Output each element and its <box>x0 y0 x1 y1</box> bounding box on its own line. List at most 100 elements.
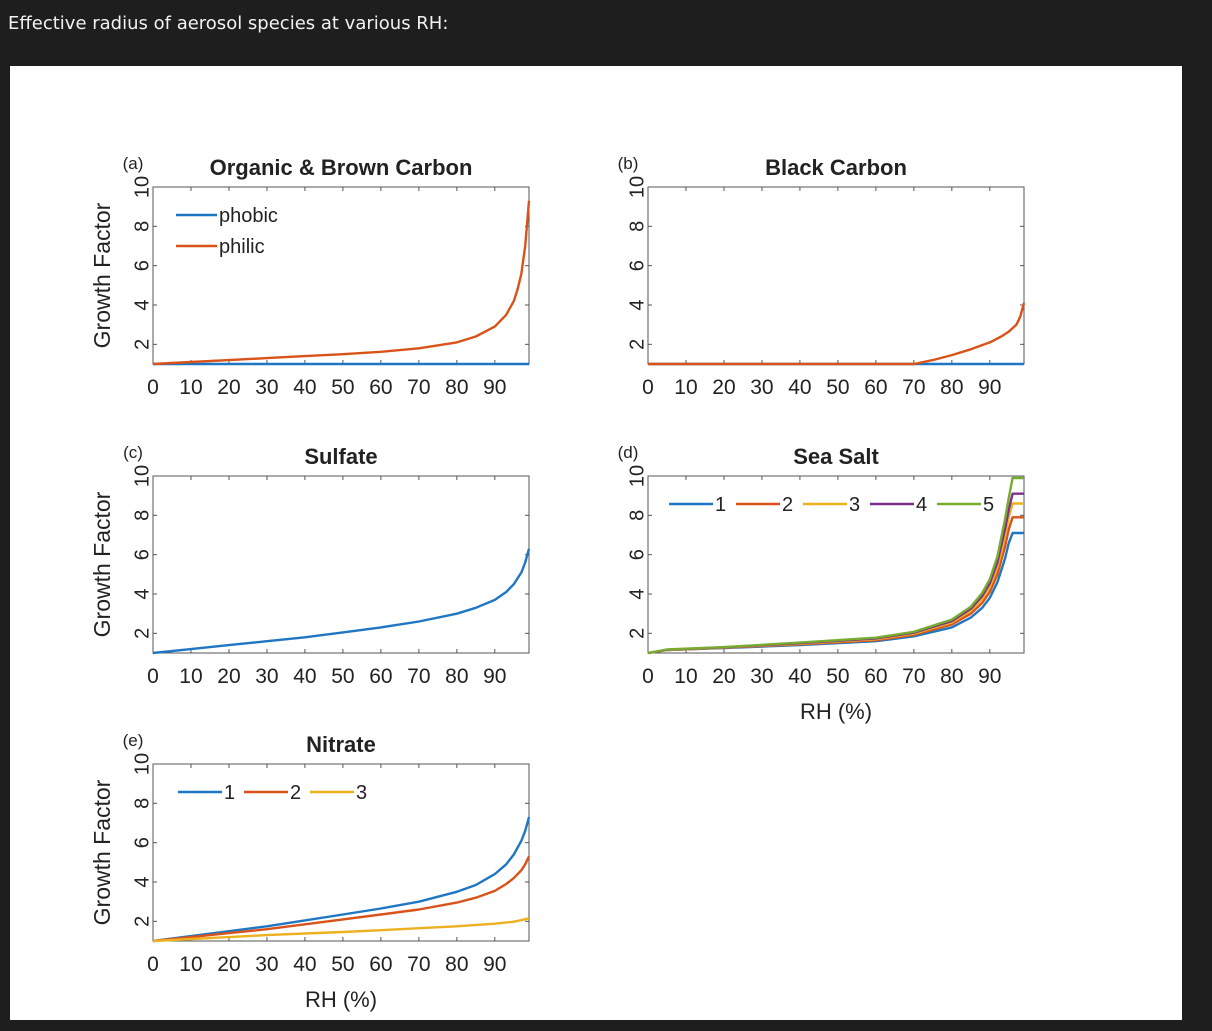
y-tick-label: 10 <box>626 176 648 198</box>
y-tick-label: 6 <box>626 549 648 560</box>
plot-frame <box>152 475 530 654</box>
x-tick-label: 70 <box>407 376 430 399</box>
x-tick-label: 50 <box>331 376 354 399</box>
x-tick-label: 0 <box>642 376 654 399</box>
series-line-2 <box>648 302 1026 366</box>
x-tick-label: 20 <box>712 376 735 399</box>
x-tick-label: 20 <box>217 953 240 976</box>
x-tick-label: 30 <box>750 376 773 399</box>
legend-label: phobic <box>219 205 278 227</box>
y-tick-label: 4 <box>131 876 153 887</box>
y-tick-label: 2 <box>131 339 153 350</box>
y-tick-label: 8 <box>131 798 153 809</box>
series-line-philic <box>152 200 531 366</box>
x-tick-label: 50 <box>331 953 354 976</box>
x-tick-label: 90 <box>978 665 1001 688</box>
x-tick-label: 60 <box>369 376 392 399</box>
x-tick-label: 80 <box>445 376 468 399</box>
chart-title: Black Carbon <box>765 155 907 180</box>
y-tick-label: 4 <box>626 299 648 310</box>
plot-frame <box>647 186 1025 365</box>
x-tick-label: 10 <box>179 376 202 399</box>
page-title: Effective radius of aerosol species at v… <box>8 13 449 34</box>
series-line-3 <box>152 917 530 943</box>
y-tick-label: 4 <box>131 299 153 310</box>
plot-frame <box>152 763 530 942</box>
x-tick-label: 20 <box>217 376 240 399</box>
x-tick-label: 60 <box>369 665 392 688</box>
y-tick-label: 10 <box>131 753 153 775</box>
x-tick-label: 20 <box>712 665 735 688</box>
panel-label: (b) <box>618 154 639 173</box>
y-tick-label: 8 <box>626 510 648 521</box>
x-tick-label: 90 <box>483 953 506 976</box>
x-tick-label: 30 <box>255 953 278 976</box>
x-tick-label: 40 <box>788 665 811 688</box>
x-axis-label: RH (%) <box>305 987 377 1012</box>
panel-label: (d) <box>618 443 639 462</box>
panel-label: (a) <box>123 154 144 173</box>
panel-label: (e) <box>123 731 144 750</box>
x-tick-label: 90 <box>483 376 506 399</box>
x-tick-label: 50 <box>826 665 849 688</box>
y-tick-label: 10 <box>131 465 153 487</box>
x-tick-label: 80 <box>940 376 963 399</box>
y-tick-label: 10 <box>131 176 153 198</box>
x-tick-label: 70 <box>902 376 925 399</box>
x-tick-label: 90 <box>978 376 1001 399</box>
x-tick-label: 0 <box>147 665 159 688</box>
panel-a: 0 10 20 30 40 50 60 70 80 90 2 4 6 8 10 (a) Organic & Br… <box>89 154 531 399</box>
panel-b: 0 10 20 30 40 50 60 70 80 90 2 4 6 8 10 (b) Black Carbon <box>618 154 1026 399</box>
y-axis-label: Growth Factor <box>89 779 115 925</box>
x-tick-label: 90 <box>483 665 506 688</box>
x-axis-label: RH (%) <box>800 699 872 724</box>
series-line-2 <box>152 855 531 943</box>
y-tick-label: 4 <box>131 588 153 599</box>
x-tick-label: 70 <box>407 665 430 688</box>
x-tick-label: 30 <box>255 376 278 399</box>
y-tick-label: 6 <box>131 260 153 271</box>
x-tick-label: 40 <box>788 376 811 399</box>
x-tick-label: 50 <box>826 376 849 399</box>
x-tick-label: 60 <box>864 376 887 399</box>
legend-label: 2 <box>290 782 301 804</box>
legend-label: 4 <box>916 494 927 516</box>
series-line-1 <box>152 548 531 655</box>
y-tick-label: 6 <box>131 837 153 848</box>
figure-canvas: 0 10 20 30 40 50 60 70 80 90 2 4 6 8 10 (a) Organic & Br… <box>10 66 1182 1020</box>
y-tick-label: 2 <box>131 628 153 639</box>
x-tick-label: 80 <box>445 953 468 976</box>
x-tick-label: 10 <box>674 376 697 399</box>
legend-label: 3 <box>356 782 367 804</box>
x-tick-label: 0 <box>147 953 159 976</box>
panel-e: 0 10 20 30 40 50 60 70 80 90 2 4 6 8 10 (e) Nitrate Growt… <box>89 731 531 1012</box>
y-tick-label: 8 <box>131 510 153 521</box>
y-tick-label: 2 <box>131 916 153 927</box>
x-tick-label: 0 <box>147 376 159 399</box>
y-tick-label: 2 <box>626 339 648 350</box>
legend-label: 2 <box>782 494 793 516</box>
x-tick-label: 50 <box>331 665 354 688</box>
series-line-5 <box>647 476 1024 655</box>
y-tick-label: 2 <box>626 628 648 639</box>
series-line-1 <box>152 816 531 943</box>
x-tick-label: 40 <box>293 665 316 688</box>
x-tick-label: 60 <box>369 953 392 976</box>
x-tick-label: 80 <box>940 665 963 688</box>
y-tick-label: 8 <box>131 221 153 232</box>
chart-title: Organic & Brown Carbon <box>210 155 473 180</box>
plot-frame <box>152 186 530 365</box>
legend-label: 1 <box>224 782 235 804</box>
panel-label: (c) <box>123 443 143 462</box>
y-axis-label: Growth Factor <box>89 202 115 348</box>
x-tick-label: 0 <box>642 665 654 688</box>
x-tick-label: 80 <box>445 665 468 688</box>
panel-c: 0 10 20 30 40 50 60 70 80 90 2 4 6 8 10 (c) Sulfate Growt… <box>89 443 531 688</box>
x-tick-label: 40 <box>293 376 316 399</box>
x-tick-label: 10 <box>179 953 202 976</box>
y-tick-label: 10 <box>626 465 648 487</box>
legend-label: 5 <box>983 494 994 516</box>
x-tick-label: 30 <box>255 665 278 688</box>
x-tick-label: 40 <box>293 953 316 976</box>
